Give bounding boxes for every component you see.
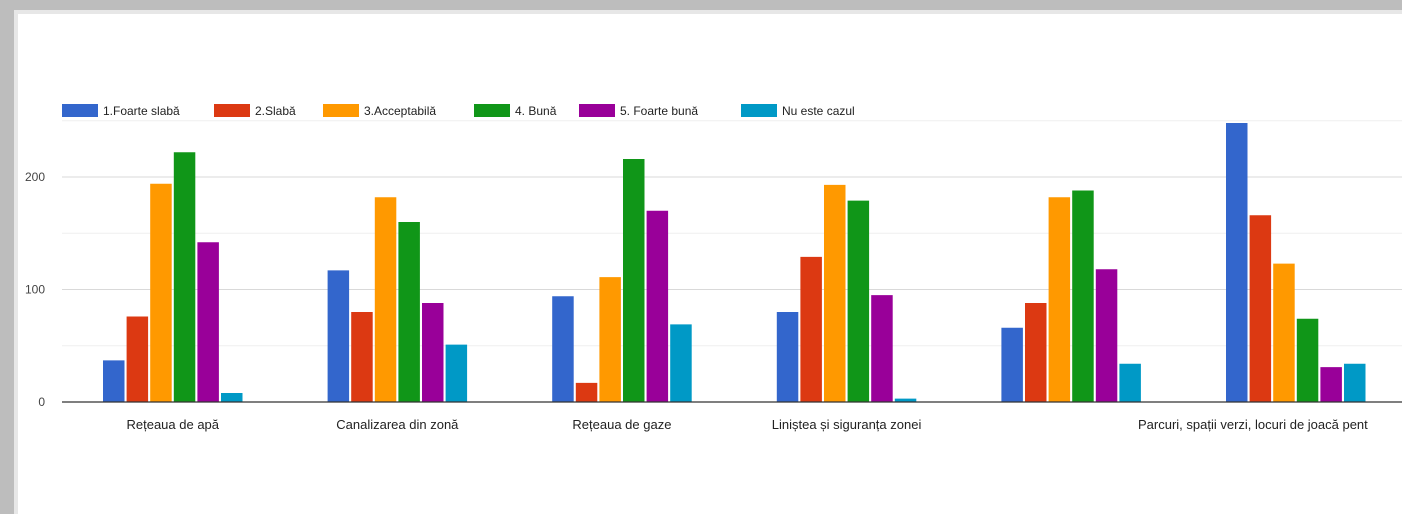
legend-label: 2.Slabă [255,104,296,118]
legend-label: 1.Foarte slabă [103,104,180,118]
grid-layer [62,120,1402,347]
bar [1226,123,1248,402]
x-category-label: Canalizarea din zonă [336,417,459,432]
x-category-label: Parcuri, spații verzi, locuri de joacă p… [1138,417,1368,432]
bar [126,316,149,402]
bar [221,393,243,402]
x-category-label: Rețeaua de gaze [572,417,671,432]
bar [1119,363,1141,402]
bar [599,277,621,402]
x-category-label: Rețeaua de apă [126,417,219,432]
bar [800,256,822,402]
bar [1025,303,1047,402]
chart-inner-border [14,10,1402,514]
y-tick-label: 200 [25,170,45,184]
legend-swatch [474,104,510,117]
bars-layer [103,123,1366,402]
bar [445,344,468,402]
bar [1249,215,1272,402]
legend-swatch [214,104,250,117]
legend-swatch [579,104,615,117]
bar [552,296,574,402]
bar [646,210,669,402]
bar [173,152,196,402]
bar [1001,327,1023,402]
y-tick-label: 100 [25,283,45,297]
legend-label: Nu este cazul [782,104,855,118]
bar [575,382,598,402]
x-category-label: Liniștea și siguranța zonei [772,417,922,432]
bar [398,222,420,402]
bar [1095,269,1118,402]
bar [776,312,799,402]
legend-swatch [323,104,359,117]
bar [197,242,219,402]
bar [103,360,125,402]
bar [374,197,397,402]
bar [871,295,893,402]
legend-swatch [62,104,98,117]
bar [1273,263,1295,402]
legend: 1.Foarte slabă 2.Slabă 3.Acceptabilă 4. Bun… [62,104,855,118]
bar [351,312,373,402]
bar [1072,190,1094,402]
bar [1320,367,1342,402]
bar [824,184,846,402]
bar [847,200,870,402]
bar [1048,197,1071,402]
bar [150,183,172,402]
axis-layer: 0 100 200 Rețeaua de apă Canalizarea din zon… [25,170,1402,432]
legend-swatch [741,104,777,117]
bar [327,270,350,402]
bar [1296,318,1319,402]
bar [894,398,917,402]
legend-label: 5. Foarte bună [620,104,698,118]
bar [670,324,692,402]
bar [623,159,645,402]
legend-label: 4. Bună [515,104,557,118]
y-tick-label: 0 [38,395,45,409]
bar [1344,363,1366,402]
legend-label: 3.Acceptabilă [364,104,436,118]
bar [422,303,444,402]
